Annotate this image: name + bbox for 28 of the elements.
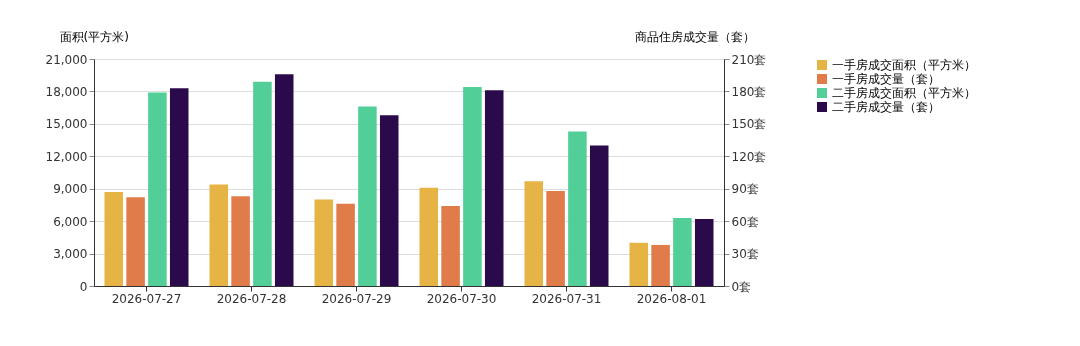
y-tick-label: 3,000 (53, 247, 88, 262)
y-tick-label: 0 (79, 279, 88, 294)
x-tick-label: 2026-08-01 (636, 291, 707, 306)
legend-label: 一手房成交面积（平方米） (832, 58, 976, 72)
legend-label: 二手房成交量（套） (832, 100, 940, 114)
y2-axis-title: 商品住房成交量（套） (634, 29, 755, 44)
x-tick-label: 2026-07-31 (531, 291, 602, 306)
y-tick-label: 12,000 (45, 149, 88, 164)
y-axis-title: 面积(平方米) (59, 29, 129, 44)
y2-tick-label: 180套 (731, 84, 767, 99)
x-tick-label: 2026-07-27 (111, 291, 182, 306)
y2-tick-label: 0套 (731, 279, 752, 294)
y2-tick-label: 30套 (731, 247, 759, 262)
y2-tick-label: 60套 (731, 214, 759, 229)
y-tick-label: 9,000 (53, 182, 88, 197)
y2-tick-label: 90套 (731, 182, 759, 197)
legend-label: 一手房成交量（套） (832, 72, 940, 86)
y-tick-label: 15,000 (45, 117, 88, 132)
y2-tick-label: 120套 (731, 149, 767, 164)
y2-tick-label: 210套 (731, 52, 767, 67)
y-tick-label: 18,000 (45, 84, 88, 99)
legend-label: 二手房成交面积（平方米） (832, 86, 976, 100)
y2-tick-label: 150套 (731, 117, 767, 132)
x-tick-label: 2026-07-28 (216, 291, 287, 306)
y-tick-label: 21,000 (45, 52, 88, 67)
x-tick-label: 2026-07-30 (426, 291, 497, 306)
x-tick-label: 2026-07-29 (321, 291, 392, 306)
y-tick-label: 6,000 (53, 214, 88, 229)
